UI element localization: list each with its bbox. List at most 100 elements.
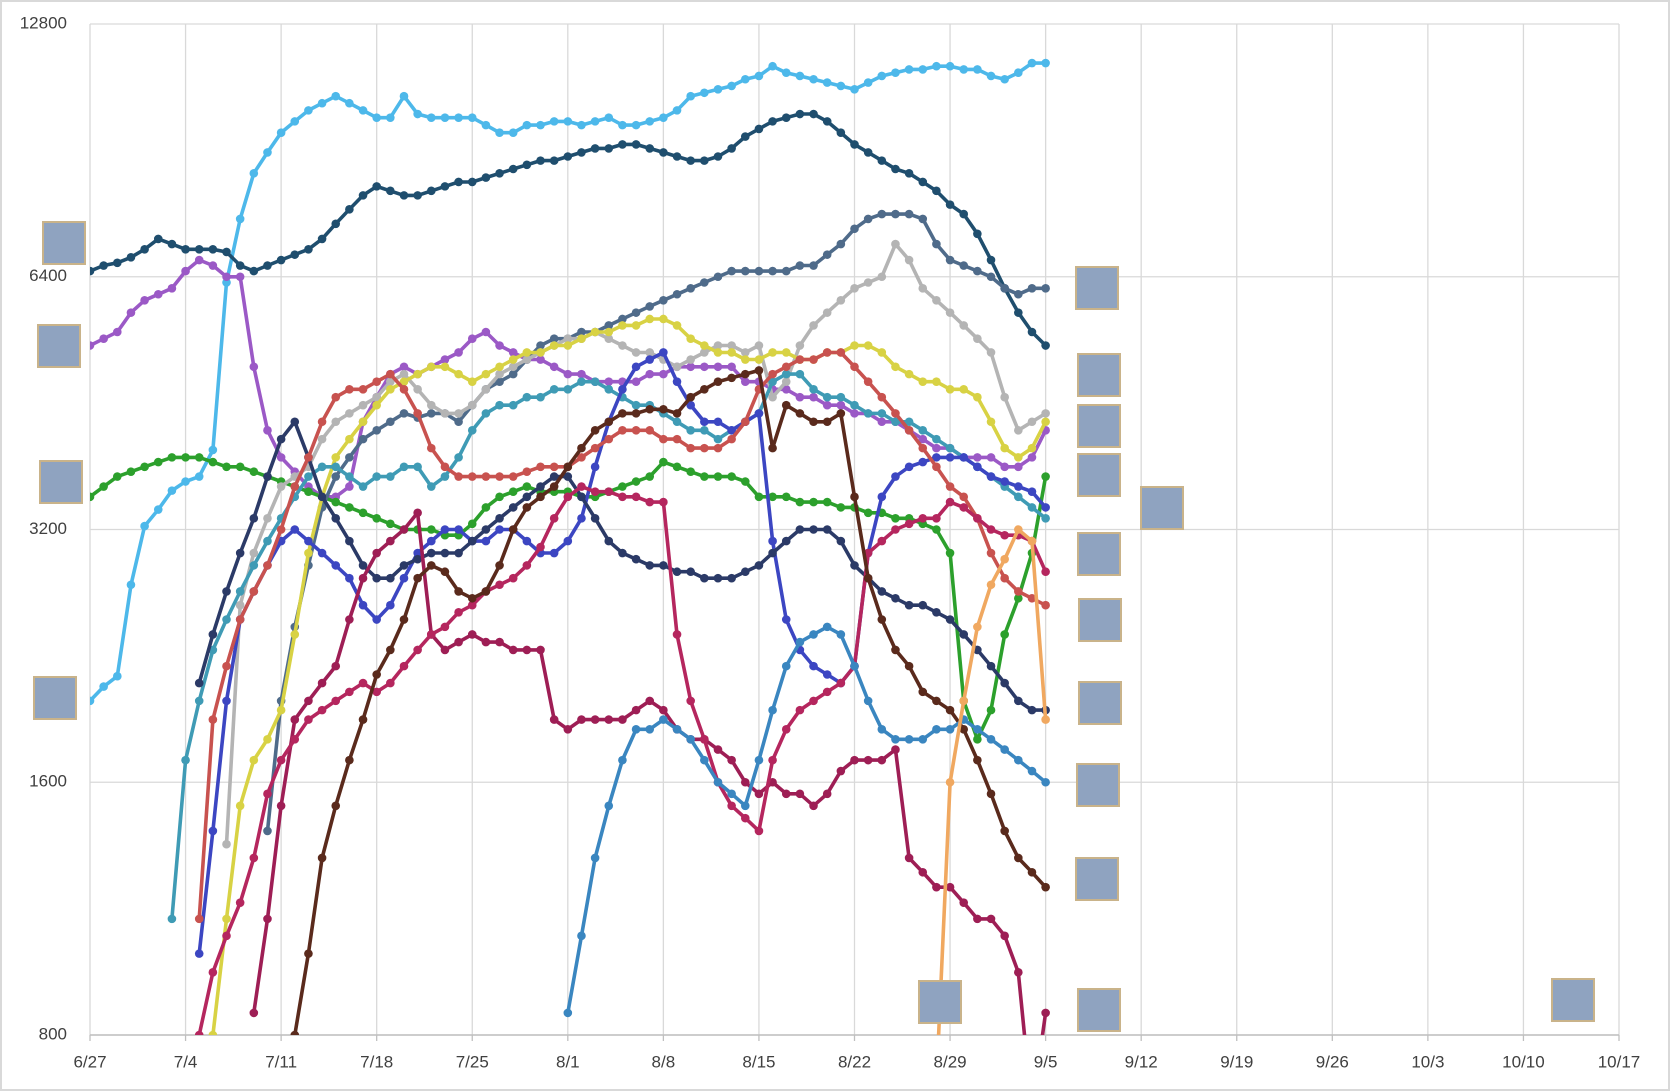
data-point (399, 661, 409, 671)
data-point (495, 168, 504, 178)
data-point (358, 434, 368, 444)
data-point (208, 445, 218, 455)
data-point (781, 113, 791, 122)
data-point (413, 369, 422, 379)
data-point (986, 661, 996, 671)
data-point (317, 462, 327, 472)
data-point (727, 426, 736, 435)
data-point (973, 65, 982, 74)
data-point (290, 630, 300, 639)
data-point (836, 678, 846, 688)
data-point (304, 245, 313, 254)
data-point (700, 385, 709, 394)
data-point (563, 334, 573, 344)
data-point (549, 385, 559, 394)
data-point (522, 355, 532, 364)
series-layer (90, 58, 1050, 1035)
data-point (973, 735, 982, 744)
data-point (754, 124, 764, 134)
data-point (481, 637, 491, 647)
data-point (904, 209, 914, 219)
data-point (768, 266, 777, 276)
data-point (645, 725, 655, 734)
data-point (495, 492, 504, 502)
data-point (508, 487, 518, 496)
data-point (618, 314, 627, 324)
data-point (604, 321, 614, 330)
data-point (1027, 593, 1037, 603)
data-point (945, 705, 955, 715)
data-point (863, 377, 873, 386)
data-point (618, 140, 627, 149)
data-point (508, 525, 518, 534)
data-point (836, 81, 846, 91)
data-point (727, 573, 736, 583)
data-point (577, 369, 586, 379)
data-point (263, 513, 272, 523)
data-point (850, 400, 859, 410)
x-tick-label: 6/27 (73, 1052, 106, 1071)
data-point (590, 426, 600, 435)
data-point (672, 321, 682, 330)
data-point (809, 74, 818, 84)
data-point (1000, 477, 1009, 486)
data-point (467, 377, 477, 386)
data-point (222, 696, 231, 706)
data-point (345, 573, 354, 583)
data-point (481, 472, 491, 481)
data-point (618, 715, 627, 724)
data-point (904, 417, 914, 427)
data-point (754, 492, 764, 502)
data-point (740, 369, 750, 379)
data-point (986, 453, 996, 462)
data-point (877, 725, 887, 734)
series-icon (1077, 988, 1121, 1032)
data-point (263, 826, 272, 836)
data-point (891, 645, 900, 655)
data-point (822, 622, 832, 632)
data-point (426, 362, 436, 372)
data-point (276, 525, 286, 534)
data-point (358, 678, 368, 688)
data-point (508, 128, 518, 138)
data-point (986, 705, 996, 715)
data-point (495, 561, 504, 570)
data-point (618, 492, 627, 502)
data-point (1000, 745, 1009, 754)
data-point (126, 467, 136, 476)
data-point (836, 536, 846, 546)
data-point (276, 128, 286, 138)
data-point (973, 513, 982, 523)
data-point (822, 117, 832, 126)
data-point (1027, 705, 1037, 715)
data-point (836, 239, 846, 249)
data-point (467, 400, 477, 410)
data-point (440, 567, 450, 577)
data-point (181, 453, 190, 462)
data-point (345, 205, 354, 214)
data-point (918, 457, 928, 467)
data-point (508, 164, 518, 174)
data-point (454, 637, 463, 647)
data-point (973, 266, 982, 276)
data-point (194, 678, 204, 688)
data-point (713, 777, 723, 787)
data-point (904, 519, 914, 529)
data-point (659, 404, 668, 414)
data-point (399, 362, 409, 372)
data-point (795, 369, 805, 379)
data-point (235, 898, 245, 907)
data-point (877, 409, 887, 418)
data-point (549, 156, 559, 165)
data-point (672, 106, 682, 115)
data-point (426, 443, 436, 453)
data-point (686, 467, 695, 476)
data-point (1027, 487, 1037, 496)
data-point (413, 508, 422, 518)
data-point (1014, 492, 1023, 502)
data-point (686, 91, 695, 101)
data-point (727, 144, 736, 153)
data-point (631, 377, 641, 386)
data-point (740, 348, 750, 357)
data-point (99, 261, 108, 270)
